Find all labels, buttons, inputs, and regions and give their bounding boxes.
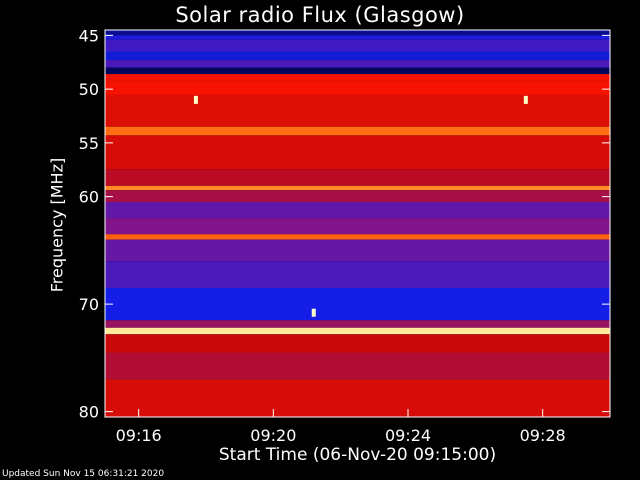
- band-20: [105, 320, 610, 328]
- updated-timestamp: Updated Sun Nov 15 06:31:21 2020: [2, 469, 165, 479]
- spot-1: [523, 95, 528, 104]
- plot-frame: [104, 29, 611, 418]
- axis-ticks: 45 50 55 60 70 80 09:16 09:20 09:24 09:28: [79, 26, 610, 445]
- x-tick-label-1: 09:20: [250, 426, 296, 445]
- band-5: [105, 67, 610, 75]
- band-18: [105, 261, 610, 288]
- band-16: [105, 234, 610, 240]
- band-15: [105, 218, 610, 235]
- band-9: [105, 126, 610, 136]
- x-tick-label-0: 09:16: [116, 426, 162, 445]
- band-19: [105, 288, 610, 321]
- y-tick-label-0: 45: [79, 26, 99, 45]
- band-12: [105, 185, 610, 191]
- y-tick-label-4: 70: [79, 295, 99, 314]
- x-tick-label-2: 09:24: [385, 426, 431, 445]
- band-6: [105, 74, 610, 82]
- spot-2: [311, 308, 316, 317]
- burst-spots: [193, 95, 528, 317]
- band-8: [105, 94, 610, 127]
- band-11: [105, 169, 610, 186]
- band-1: [105, 35, 610, 40]
- y-tick-label-1: 50: [79, 80, 99, 99]
- band-21: [105, 327, 610, 335]
- y-tick-label-3: 60: [79, 188, 99, 207]
- x-tick-label-3: 09:28: [520, 426, 566, 445]
- band-10: [105, 135, 610, 170]
- band-4: [105, 60, 610, 68]
- x-axis-label: Start Time (06-Nov-20 09:15:00): [218, 445, 497, 465]
- chart-title: Solar radio Flux (Glasgow): [175, 3, 465, 27]
- band-17: [105, 239, 610, 262]
- band-2: [105, 39, 610, 52]
- band-14: [105, 202, 610, 219]
- y-tick-label-2: 55: [79, 134, 99, 153]
- band-7: [105, 81, 610, 95]
- band-24: [105, 379, 610, 417]
- band-13: [105, 190, 610, 202]
- band-3: [105, 51, 610, 61]
- band-23: [105, 352, 610, 380]
- spectrogram-bands: [105, 30, 610, 417]
- y-tick-label-5: 80: [79, 403, 99, 422]
- spot-0: [193, 95, 198, 104]
- band-0: [105, 30, 610, 36]
- band-22: [105, 334, 610, 353]
